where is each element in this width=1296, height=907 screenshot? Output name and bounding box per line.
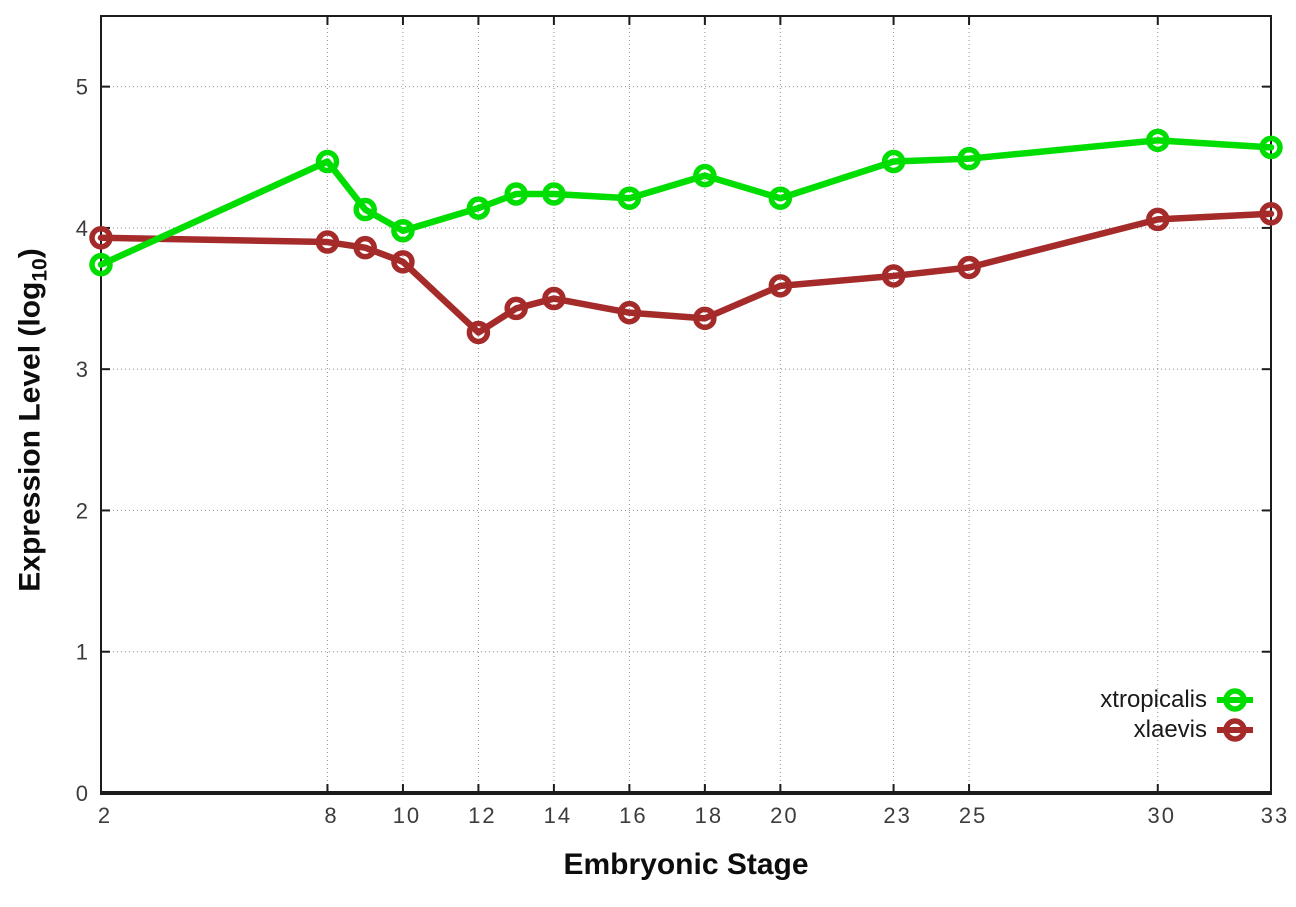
data-point-xlaevis (542, 286, 566, 311)
legend-item-xtropicalis: xtropicalis (1100, 685, 1254, 714)
legend-label: xlaevis (1133, 715, 1207, 743)
data-point-xtropicalis (542, 182, 566, 206)
legend: xtropicalis xlaevis (1100, 685, 1254, 744)
legend-point-icon (1223, 717, 1247, 742)
data-point-xtropicalis (89, 252, 113, 277)
data-point-xlaevis (89, 226, 113, 250)
data-point-xlaevis (617, 300, 642, 325)
legend-item-xlaevis: xlaevis (1134, 715, 1254, 744)
data-point-xtropicalis (768, 186, 793, 210)
data-point-xtropicalis (881, 149, 906, 174)
data-point-xlaevis (391, 250, 415, 274)
data-point-xlaevis (881, 264, 906, 288)
x-tick-label: 20 (770, 803, 798, 828)
x-tick-label: 16 (619, 803, 647, 828)
data-point-xtropicalis (504, 182, 528, 206)
x-axis-label: Embryonic Stage (563, 848, 809, 881)
legend-sample-xtropicalis-icon (1217, 687, 1253, 712)
data-point-xtropicalis (1259, 135, 1283, 160)
x-tick-label: 30 (1148, 803, 1176, 828)
x-tick-label: 10 (393, 803, 421, 828)
x-tick-label: 18 (695, 803, 723, 828)
data-point-xtropicalis (693, 163, 717, 188)
x-tick-label: 12 (468, 803, 496, 828)
x-tick-label: 8 (324, 803, 338, 828)
plot-border (100, 15, 1272, 794)
data-point-xtropicalis (315, 149, 340, 174)
y-tick-label: 4 (76, 216, 90, 241)
data-point-xlaevis (1259, 202, 1283, 226)
x-tick-label: 23 (883, 803, 911, 828)
data-point-xlaevis (315, 230, 340, 254)
y-tick-label: 3 (76, 357, 90, 382)
y-tick-label: 2 (76, 498, 90, 523)
data-point-xtropicalis (353, 197, 377, 222)
x-tick-label: 2 (98, 803, 112, 828)
legend-label: xtropicalis (1100, 685, 1207, 713)
data-point-xlaevis (1146, 207, 1170, 232)
y-axis-label-subscript: 10 (28, 258, 52, 282)
data-point-xtropicalis (391, 218, 415, 243)
data-point-xtropicalis (617, 186, 642, 210)
data-point-xtropicalis (957, 146, 981, 171)
data-point-xtropicalis (1146, 128, 1170, 153)
y-axis-label: Expression Level (log10) (14, 248, 53, 591)
series-line-xtropicalis (97, 137, 1275, 268)
x-tick-label: 33 (1261, 803, 1289, 828)
y-axis-label-suffix: ) (13, 248, 47, 259)
data-point-xlaevis (957, 255, 981, 280)
data-point-xlaevis (466, 320, 491, 345)
series-line-xlaevis (97, 210, 1275, 336)
data-point-xlaevis (353, 235, 377, 260)
x-tick-label: 25 (959, 803, 987, 828)
y-tick-label: 1 (76, 640, 90, 665)
data-point-xtropicalis (466, 196, 491, 220)
y-axis-label-text: Expression Level (log (13, 281, 47, 592)
y-tick-label: 5 (76, 75, 90, 100)
legend-sample-xlaevis-icon (1217, 717, 1253, 742)
legend-point-icon (1223, 687, 1247, 712)
data-point-xlaevis (768, 274, 793, 298)
data-point-xlaevis (693, 306, 717, 331)
data-point-xlaevis (504, 296, 528, 321)
y-tick-label: 0 (76, 781, 90, 806)
x-tick-label: 14 (544, 803, 572, 828)
